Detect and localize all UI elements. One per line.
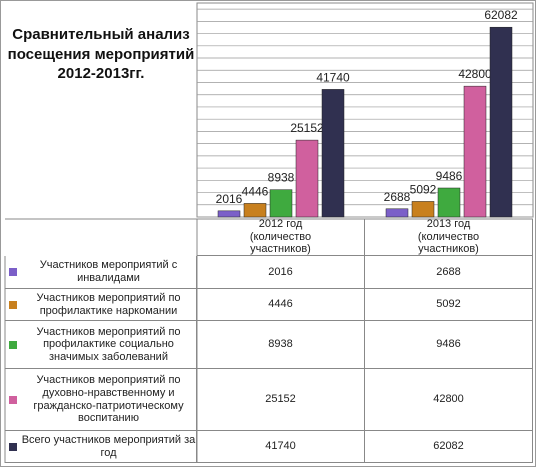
- table-value: 2016: [197, 256, 365, 289]
- legend-entry: Участников мероприятий по профилактике с…: [5, 321, 197, 369]
- table-value: 2688: [365, 256, 533, 289]
- legend-entry: Участников мероприятий по профилактике н…: [5, 289, 197, 321]
- bar: [269, 189, 293, 218]
- data-label: 42800: [458, 67, 492, 81]
- legend-entry: Участников мероприятий по духовно-нравст…: [5, 369, 197, 431]
- table-value: 41740: [197, 431, 365, 463]
- table-value: 25152: [197, 369, 365, 431]
- table-value: 4446: [197, 289, 365, 321]
- legend-entry: Участников мероприятий с инвалидами: [5, 256, 197, 289]
- legend-key: [9, 395, 17, 404]
- legend-key: [9, 268, 17, 276]
- bar: [463, 85, 487, 218]
- bar: [385, 208, 409, 218]
- table-value: 5092: [365, 289, 533, 321]
- legend-key: [9, 300, 17, 309]
- bar: [437, 187, 461, 218]
- data-label: 4446: [242, 184, 269, 198]
- legend-label: Участников мероприятий с инвалидами: [39, 259, 178, 284]
- data-label: 62082: [484, 8, 518, 22]
- legend-entry: Всего участников мероприятий за год: [5, 431, 197, 463]
- table-value: 62082: [365, 431, 533, 463]
- category-header: 2012 год (количество участников): [197, 218, 365, 256]
- bar: [411, 201, 435, 218]
- legend-label: Всего участников мероприятий за год: [21, 433, 196, 459]
- category-header: 2013 год (количество участников): [365, 218, 533, 256]
- legend-key: [9, 340, 17, 349]
- bar: [217, 210, 241, 218]
- data-label: 25152: [290, 121, 324, 135]
- table-value: 42800: [365, 369, 533, 431]
- bar: [243, 203, 267, 218]
- data-label: 5092: [410, 182, 437, 196]
- legend-key: [9, 442, 17, 451]
- table-value: 9486: [365, 321, 533, 369]
- legend-label: Участников мероприятий по духовно-нравст…: [33, 374, 184, 425]
- data-label: 8938: [268, 171, 295, 185]
- data-label: 41740: [316, 70, 350, 84]
- bar: [295, 139, 319, 218]
- chart-title: Сравнительный анализ посещения мероприят…: [7, 26, 195, 82]
- legend-label: Участников мероприятий по профилактике н…: [36, 291, 181, 317]
- bar: [321, 89, 345, 218]
- data-label: 2688: [384, 190, 411, 204]
- data-label: 2016: [216, 192, 243, 206]
- bar: [489, 26, 513, 218]
- table-value: 8938: [197, 321, 365, 369]
- data-label: 9486: [436, 169, 463, 183]
- legend-label: Участников мероприятий по профилактике с…: [36, 325, 181, 363]
